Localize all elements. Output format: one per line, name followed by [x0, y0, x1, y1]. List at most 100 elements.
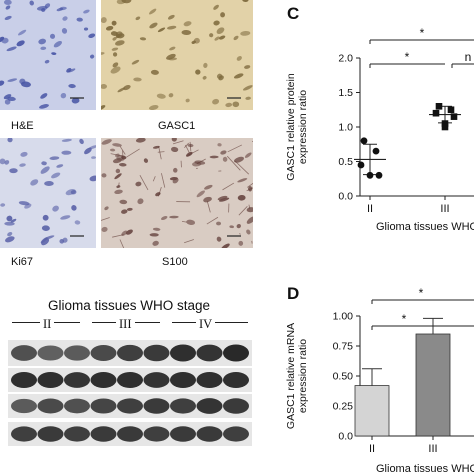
blot-band: [64, 426, 90, 442]
cell-nucleus: [89, 175, 96, 182]
cell-nucleus: [242, 0, 249, 3]
micrograph-label-s100: S100: [162, 256, 188, 268]
cell-nucleus: [60, 215, 71, 220]
chart-c-y-tick-label: 1.5: [338, 87, 353, 99]
blot-band: [117, 344, 143, 362]
blot-band: [170, 344, 196, 362]
cell-nucleus: [216, 221, 222, 226]
blot-band: [37, 426, 64, 442]
chart-c-sig-label: *: [420, 26, 425, 40]
stage-label-iv: IV: [196, 317, 216, 332]
stained-process: [158, 186, 162, 197]
micrograph-ki67: [0, 138, 96, 248]
cell-nucleus: [4, 99, 11, 105]
chart-c-y-tick-label: 2.0: [338, 53, 353, 65]
cell-nucleus: [88, 33, 96, 39]
chart-d-mrna-bar: GASC1 relative mRNA expression ratio Glio…: [285, 286, 474, 474]
cell-nucleus: [222, 156, 228, 162]
chart-c-point: [375, 171, 383, 179]
cell-nucleus: [53, 40, 62, 48]
cell-nucleus: [29, 0, 34, 6]
chart-c-point: [441, 120, 449, 127]
blot-band: [90, 345, 117, 361]
cell-nucleus: [185, 98, 190, 103]
cell-nucleus: [40, 166, 50, 174]
cell-nucleus: [111, 47, 119, 51]
cell-nucleus: [203, 196, 212, 203]
blot-band: [196, 344, 223, 362]
blot-band: [170, 372, 196, 388]
cell-nucleus: [1, 37, 9, 44]
cell-nucleus: [171, 138, 177, 142]
chart-d-sig-label: *: [402, 312, 407, 326]
blot-band: [143, 372, 170, 388]
cell-nucleus: [112, 62, 119, 68]
chart-c-point: [441, 123, 449, 131]
blot-band: [170, 398, 196, 414]
chart-c-point: [432, 109, 440, 117]
cell-nucleus: [216, 73, 223, 79]
chart-c-point: [366, 171, 374, 179]
cell-nucleus: [90, 54, 95, 59]
cell-nucleus: [149, 233, 159, 237]
chart-d-bar: [415, 333, 451, 437]
chart-d-sig-label: *: [419, 286, 424, 300]
chart-c-y-tick-label: 0.0: [338, 191, 353, 203]
blot-band: [64, 398, 90, 414]
cell-nucleus: [42, 214, 49, 221]
cell-nucleus: [216, 236, 222, 242]
blot-strip-4: [8, 422, 252, 446]
cell-nucleus: [236, 56, 242, 61]
blot-band: [196, 398, 223, 414]
chart-c-point: [450, 113, 458, 120]
micrograph-background: [0, 0, 96, 110]
stage-label-iii: III: [116, 317, 135, 332]
cell-nucleus: [17, 29, 27, 36]
cell-nucleus: [133, 77, 142, 82]
blot-strip-2: [8, 368, 252, 392]
stained-process: [206, 216, 219, 225]
blot-band: [90, 372, 117, 388]
cell-nucleus: [166, 53, 176, 60]
cell-nucleus: [41, 225, 50, 231]
blot-band: [64, 345, 90, 361]
cell-nucleus: [143, 158, 149, 163]
stained-process: [157, 151, 165, 153]
stained-process: [248, 204, 251, 209]
cell-nucleus: [101, 173, 107, 178]
blot-band: [11, 372, 37, 388]
stained-process: [161, 173, 166, 188]
blot-band: [90, 398, 117, 414]
micrograph-label-he: H&E: [11, 120, 34, 132]
cell-nucleus: [135, 138, 146, 143]
cell-nucleus: [118, 162, 127, 167]
blot-title: Glioma tissues WHO stage: [48, 298, 211, 313]
cell-nucleus: [6, 215, 13, 222]
blot-band: [11, 398, 37, 414]
cell-nucleus: [101, 17, 107, 24]
chart-d-y-tick-label: 0.50: [333, 371, 354, 383]
cell-nucleus: [7, 78, 18, 82]
stained-process: [139, 174, 149, 191]
cell-nucleus: [30, 179, 39, 186]
blot-band: [223, 372, 249, 388]
micrograph-background: [101, 0, 253, 110]
chart-d-y-tick-label: 0.25: [333, 401, 354, 413]
cell-nucleus: [101, 52, 105, 55]
micrograph-gasc1: [101, 0, 253, 110]
cell-nucleus: [246, 207, 253, 213]
cell-nucleus: [116, 185, 121, 189]
chart-c-point: [435, 103, 443, 110]
stained-process: [172, 140, 184, 145]
panel-letter-c: C: [287, 4, 300, 23]
blot-band: [223, 398, 249, 414]
chart-d-x-tick-label: II: [369, 443, 375, 455]
micrograph-he: [0, 0, 96, 110]
cell-nucleus: [168, 93, 174, 98]
cell-nucleus: [213, 20, 220, 26]
cell-nucleus: [60, 92, 67, 99]
micrograph-background: [0, 138, 96, 248]
micrograph-label-ki67: Ki67: [11, 256, 34, 268]
cell-nucleus: [229, 225, 234, 229]
cell-nucleus: [19, 163, 26, 167]
